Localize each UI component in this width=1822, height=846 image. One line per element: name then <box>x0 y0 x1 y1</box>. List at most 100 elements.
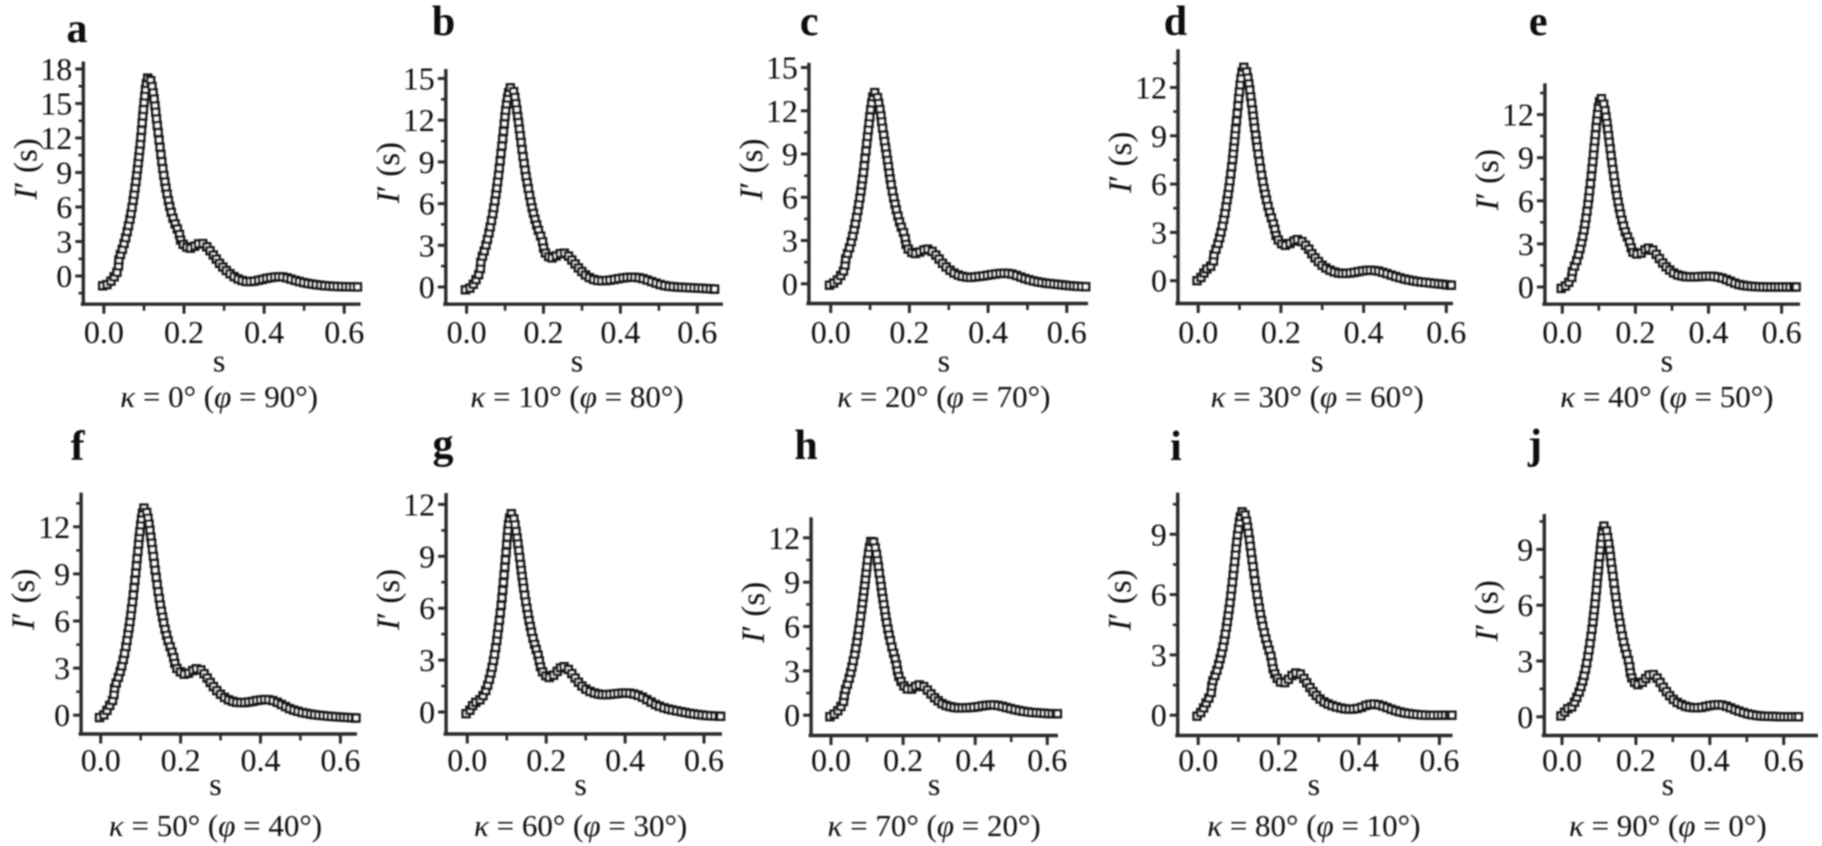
svg-text:9: 9 <box>784 564 800 600</box>
svg-text:κ = 30° (φ = 60°): κ = 30° (φ = 60°) <box>1211 379 1424 414</box>
svg-text:9: 9 <box>1151 118 1167 154</box>
svg-text:0.2: 0.2 <box>883 742 923 778</box>
svg-text:0.6: 0.6 <box>684 742 724 778</box>
svg-text:d: d <box>1164 0 1187 45</box>
svg-text:12: 12 <box>766 93 798 129</box>
svg-text:6: 6 <box>1151 166 1167 202</box>
svg-text:0: 0 <box>1518 269 1534 305</box>
svg-text:0.6: 0.6 <box>1764 742 1804 778</box>
svg-text:12: 12 <box>768 520 800 556</box>
svg-text:I′ (s): I′ (s) <box>371 142 407 204</box>
svg-text:9: 9 <box>419 538 435 574</box>
svg-text:12: 12 <box>1502 97 1534 133</box>
svg-text:6: 6 <box>1517 587 1533 623</box>
svg-text:12: 12 <box>403 486 435 522</box>
svg-text:κ = 0° (φ = 90°): κ = 0° (φ = 90°) <box>120 379 318 414</box>
svg-text:0.4: 0.4 <box>955 742 995 778</box>
svg-text:0.6: 0.6 <box>677 314 717 350</box>
svg-text:I′ (s): I′ (s) <box>1469 580 1505 642</box>
svg-text:0.2: 0.2 <box>164 314 204 350</box>
svg-text:s: s <box>1308 766 1320 802</box>
svg-text:s: s <box>574 766 586 802</box>
svg-text:9: 9 <box>782 136 798 172</box>
svg-text:0.4: 0.4 <box>605 742 645 778</box>
svg-text:h: h <box>794 423 817 469</box>
svg-text:0.0: 0.0 <box>1542 742 1582 778</box>
svg-text:I′ (s): I′ (s) <box>6 569 42 631</box>
svg-text:j: j <box>1527 422 1542 468</box>
svg-text:s: s <box>213 343 225 379</box>
svg-text:3: 3 <box>1518 226 1534 262</box>
svg-text:0.4: 0.4 <box>1689 314 1729 350</box>
svg-text:a: a <box>67 6 88 52</box>
svg-text:6: 6 <box>54 603 70 639</box>
svg-text:0.4: 0.4 <box>1344 314 1384 350</box>
svg-text:6: 6 <box>782 179 798 215</box>
svg-text:0: 0 <box>784 697 800 733</box>
svg-text:κ = 40° (φ = 50°): κ = 40° (φ = 50°) <box>1560 379 1773 414</box>
svg-text:0.4: 0.4 <box>600 314 640 350</box>
svg-text:0.0: 0.0 <box>1178 742 1218 778</box>
svg-text:12: 12 <box>40 120 72 156</box>
svg-text:s: s <box>1661 343 1673 379</box>
svg-text:κ = 80° (φ = 10°): κ = 80° (φ = 10°) <box>1207 808 1420 843</box>
svg-text:18: 18 <box>40 51 72 87</box>
svg-text:0.4: 0.4 <box>241 742 281 778</box>
svg-text:12: 12 <box>1135 70 1167 106</box>
svg-text:0.2: 0.2 <box>1616 742 1656 778</box>
svg-text:0.2: 0.2 <box>1615 314 1655 350</box>
svg-text:3: 3 <box>1151 637 1167 673</box>
svg-text:0: 0 <box>419 694 435 730</box>
svg-text:0: 0 <box>419 269 435 305</box>
svg-text:15: 15 <box>403 61 435 97</box>
svg-text:0.0: 0.0 <box>811 742 851 778</box>
svg-text:s: s <box>571 343 583 379</box>
svg-text:0.2: 0.2 <box>889 314 929 350</box>
svg-text:0.0: 0.0 <box>447 314 487 350</box>
svg-text:9: 9 <box>56 155 72 191</box>
svg-text:12: 12 <box>403 102 435 138</box>
svg-text:6: 6 <box>419 590 435 626</box>
svg-text:0: 0 <box>1151 697 1167 733</box>
svg-text:15: 15 <box>766 50 798 86</box>
svg-text:i: i <box>1170 424 1182 470</box>
svg-text:0.2: 0.2 <box>1261 314 1301 350</box>
svg-text:9: 9 <box>1517 531 1533 567</box>
svg-text:9: 9 <box>1518 140 1534 176</box>
svg-text:6: 6 <box>419 186 435 222</box>
svg-text:0.6: 0.6 <box>1426 314 1466 350</box>
svg-text:0.0: 0.0 <box>1542 314 1582 350</box>
svg-text:I′ (s): I′ (s) <box>1470 149 1506 211</box>
svg-text:0.2: 0.2 <box>526 742 566 778</box>
svg-text:0: 0 <box>56 258 72 294</box>
svg-text:g: g <box>433 422 454 468</box>
svg-text:s: s <box>1662 766 1674 802</box>
svg-text:0: 0 <box>54 697 70 733</box>
svg-text:0.6: 0.6 <box>1027 742 1067 778</box>
svg-text:I′ (s): I′ (s) <box>8 138 44 200</box>
svg-text:0.2: 0.2 <box>161 742 201 778</box>
svg-text:0: 0 <box>782 266 798 302</box>
svg-text:3: 3 <box>1151 214 1167 250</box>
svg-text:0.4: 0.4 <box>1339 742 1379 778</box>
svg-text:3: 3 <box>782 223 798 259</box>
svg-text:3: 3 <box>56 224 72 260</box>
svg-text:c: c <box>800 0 819 45</box>
svg-text:0.2: 0.2 <box>1259 742 1299 778</box>
svg-text:9: 9 <box>1151 516 1167 552</box>
svg-text:6: 6 <box>56 189 72 225</box>
svg-text:3: 3 <box>1517 643 1533 679</box>
svg-text:0.4: 0.4 <box>968 314 1008 350</box>
svg-text:0.6: 0.6 <box>1047 314 1087 350</box>
svg-text:s: s <box>1311 343 1323 379</box>
svg-text:3: 3 <box>54 650 70 686</box>
svg-text:I′ (s): I′ (s) <box>736 582 772 644</box>
svg-text:κ = 70° (φ = 20°): κ = 70° (φ = 20°) <box>827 808 1040 843</box>
svg-text:0.0: 0.0 <box>84 314 124 350</box>
svg-text:I′ (s): I′ (s) <box>371 569 407 631</box>
svg-text:κ = 50° (φ = 40°): κ = 50° (φ = 40°) <box>109 808 322 843</box>
svg-text:12: 12 <box>38 509 70 545</box>
svg-text:f: f <box>71 424 86 470</box>
svg-text:0.6: 0.6 <box>1762 314 1802 350</box>
svg-text:s: s <box>209 766 221 802</box>
